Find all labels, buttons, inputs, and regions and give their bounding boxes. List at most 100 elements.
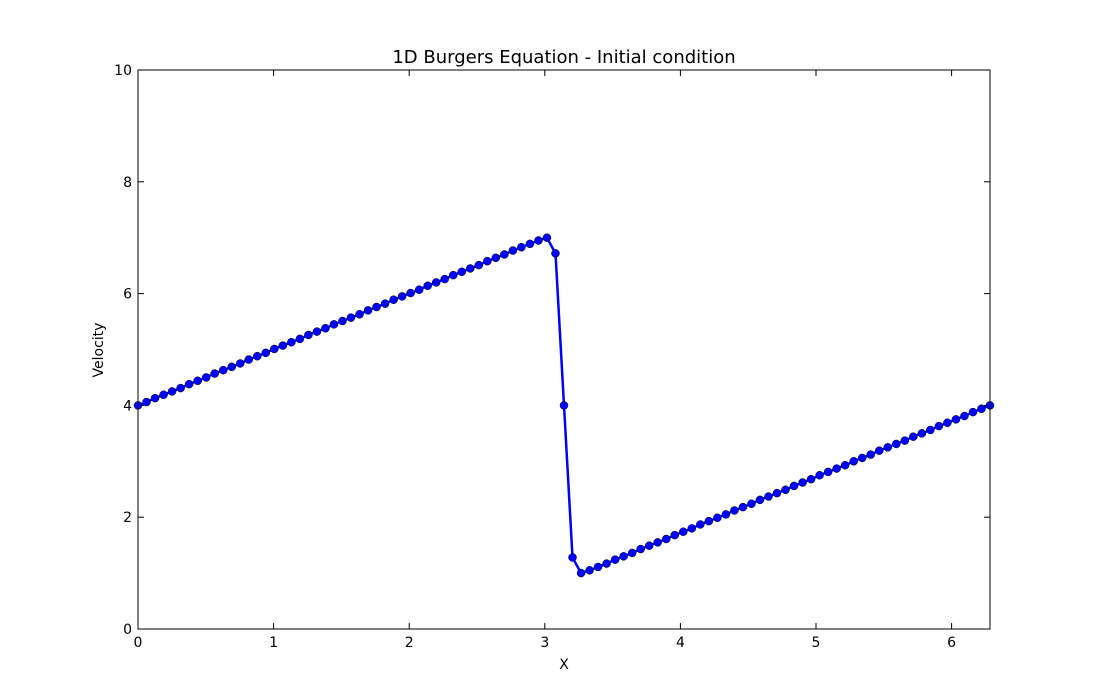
data-point (755, 495, 765, 505)
data-point (917, 429, 927, 438)
data-point (346, 313, 356, 322)
data-point (312, 327, 322, 336)
data-point (900, 436, 910, 445)
data-point (167, 387, 177, 396)
data-point (823, 467, 833, 477)
data-point (201, 373, 211, 382)
data-point (176, 383, 185, 393)
data-point (610, 555, 620, 564)
y-tick-label: 2 (123, 510, 132, 526)
data-point (960, 411, 969, 421)
data-point (798, 478, 807, 487)
data-point (295, 334, 305, 344)
data-point (653, 538, 662, 547)
data-point (730, 506, 739, 515)
data-point (661, 534, 671, 544)
data-point (457, 267, 467, 277)
data-point (193, 376, 202, 386)
chart-title: 1D Burgers Equation - Initial condition (392, 47, 735, 68)
data-point (321, 324, 330, 333)
data-point (815, 471, 824, 480)
data-point (355, 310, 364, 319)
data-point (670, 530, 680, 540)
data-point (781, 485, 790, 495)
data-point (636, 544, 645, 554)
data-point (329, 320, 339, 329)
data-point (474, 260, 484, 270)
data-point (525, 239, 535, 249)
data-point (840, 460, 850, 470)
data-point (619, 552, 628, 561)
data-point (253, 351, 262, 361)
data-point (687, 524, 697, 533)
data-point (380, 299, 390, 308)
data-point (568, 553, 577, 562)
data-point (150, 393, 160, 403)
x-tick-label: 2 (405, 635, 414, 651)
data-point (679, 527, 688, 536)
data-point (806, 474, 816, 484)
data-point (926, 425, 935, 435)
y-axis-label: Velocity (91, 323, 107, 378)
data-point (576, 568, 586, 578)
data-point (951, 415, 961, 424)
data-point (440, 274, 449, 284)
data-point (857, 453, 867, 463)
data-point (159, 390, 168, 400)
x-tick-label: 6 (947, 635, 956, 651)
data-point (244, 355, 254, 364)
data-point (287, 337, 296, 347)
y-tick-label: 6 (123, 287, 132, 303)
data-point (764, 492, 773, 501)
x-tick-label: 1 (269, 635, 278, 651)
x-tick-label: 0 (134, 635, 143, 651)
data-point (602, 559, 611, 568)
data-point (500, 250, 509, 259)
data-point (389, 295, 398, 304)
data-point (909, 432, 918, 441)
data-point (977, 404, 986, 413)
data-point (406, 288, 415, 298)
data-point (934, 421, 944, 431)
data-point (338, 316, 347, 326)
y-tick-label: 10 (114, 63, 132, 79)
data-point (483, 256, 492, 266)
y-tick-label: 8 (123, 175, 132, 191)
series-layer (133, 233, 995, 578)
data-point (892, 439, 901, 449)
x-tick-label: 4 (676, 635, 685, 651)
data-point (866, 450, 875, 459)
data-point (397, 292, 407, 301)
axis-ticks: 0 1 2 3 4 5 6 0 2 4 6 8 10 (114, 63, 990, 651)
data-point (747, 499, 756, 509)
data-point (142, 397, 151, 407)
data-point (184, 379, 194, 389)
data-point (278, 341, 288, 350)
data-point (559, 401, 569, 410)
y-tick-label: 4 (123, 398, 132, 414)
data-point (738, 502, 748, 512)
data-point (218, 365, 228, 375)
data-point (235, 359, 245, 368)
data-point (874, 446, 884, 455)
data-point (721, 510, 731, 519)
data-point (517, 242, 526, 252)
data-point (704, 516, 714, 526)
data-point (508, 246, 518, 255)
data-point (466, 264, 475, 273)
data-point (304, 330, 313, 340)
data-point (491, 253, 501, 263)
data-point (261, 348, 271, 358)
data-point (414, 285, 424, 294)
data-point (372, 302, 381, 312)
data-point (644, 541, 654, 550)
x-axis-label: X (559, 657, 569, 673)
data-point (542, 233, 552, 242)
data-point (789, 481, 799, 491)
data-point (883, 443, 893, 452)
data-point (832, 464, 841, 473)
data-point (423, 281, 432, 291)
plot-area (138, 70, 990, 629)
x-tick-label: 5 (812, 635, 821, 651)
data-point (551, 249, 560, 258)
